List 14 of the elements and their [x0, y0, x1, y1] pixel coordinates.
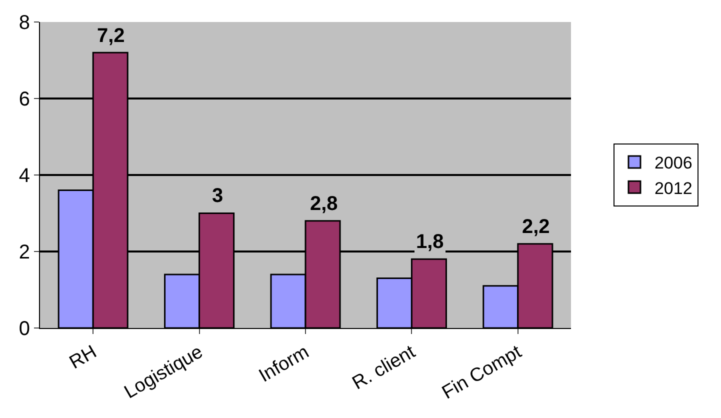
data-label: 7,2 — [97, 25, 125, 47]
y-tick-label: 8 — [18, 12, 30, 34]
y-tick-label: 2 — [18, 242, 30, 264]
x-tick-label: R. client — [349, 341, 420, 394]
y-tick-label: 6 — [18, 88, 30, 110]
y-tick-label: 4 — [18, 165, 30, 187]
data-label: 3 — [212, 185, 224, 207]
x-tick-label: RH — [66, 342, 100, 374]
y-tick-label: 0 — [18, 318, 30, 340]
data-label: 1,8 — [416, 231, 444, 253]
legend-label: 2006 — [654, 154, 692, 173]
legend-label: 2012 — [654, 178, 692, 198]
data-label: 2,8 — [310, 193, 338, 215]
data-label: 2,2 — [522, 216, 550, 238]
